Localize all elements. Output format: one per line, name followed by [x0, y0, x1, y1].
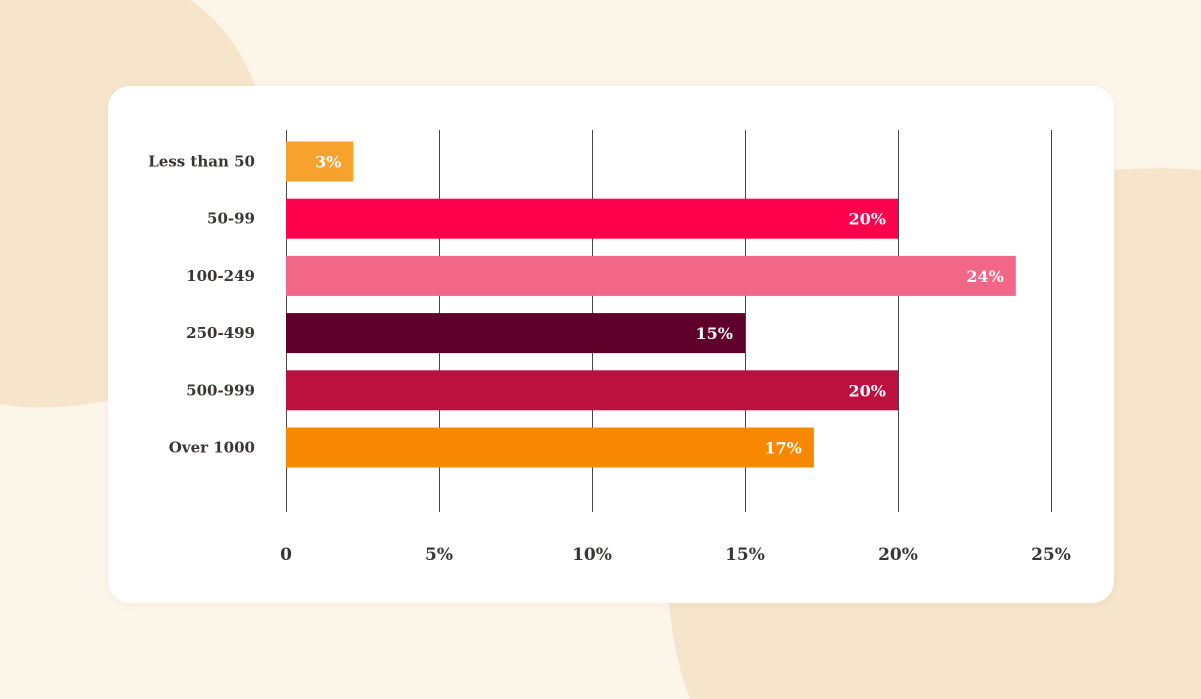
- bar-over-1000: [286, 427, 814, 468]
- x-tick-label-10: 10%: [572, 545, 612, 565]
- x-tick-label-20: 20%: [878, 545, 918, 565]
- bar-value-label: 3%: [315, 153, 341, 172]
- bar-value-label: 15%: [696, 324, 733, 343]
- bar-value-label: 20%: [849, 210, 886, 229]
- bars: [286, 141, 1016, 468]
- bar-less-than-50: [286, 141, 354, 182]
- bar-value-label: 20%: [849, 381, 886, 400]
- bar-500-999: [286, 370, 898, 411]
- category-label: 500-999: [186, 381, 255, 399]
- bar-100-249: [286, 255, 1016, 296]
- bar-value-label: 17%: [764, 439, 801, 458]
- x-tick-label-25: 25%: [1031, 545, 1071, 565]
- category-label: 250-499: [186, 324, 255, 342]
- x-tick-label-0: 0: [280, 545, 292, 565]
- x-axis-tick-labels: 0 5% 10% 15% 20% 25%: [280, 545, 1071, 565]
- category-label: 100-249: [186, 267, 255, 285]
- x-tick-label-5: 5%: [425, 545, 453, 565]
- category-labels: Less than 50 50-99 100-249 250-499 500-999 Ov…: [148, 153, 255, 457]
- x-tick-label-15: 15%: [725, 545, 765, 565]
- category-label: 50-99: [207, 210, 255, 228]
- value-labels: 3% 20% 24% 15% 20% 17%: [315, 153, 1004, 458]
- category-label: Over 1000: [169, 439, 255, 457]
- bar-value-label: 24%: [966, 267, 1003, 286]
- category-label: Less than 50: [148, 153, 255, 171]
- bar-50-99: [286, 198, 898, 239]
- bar-250-499: [286, 313, 745, 354]
